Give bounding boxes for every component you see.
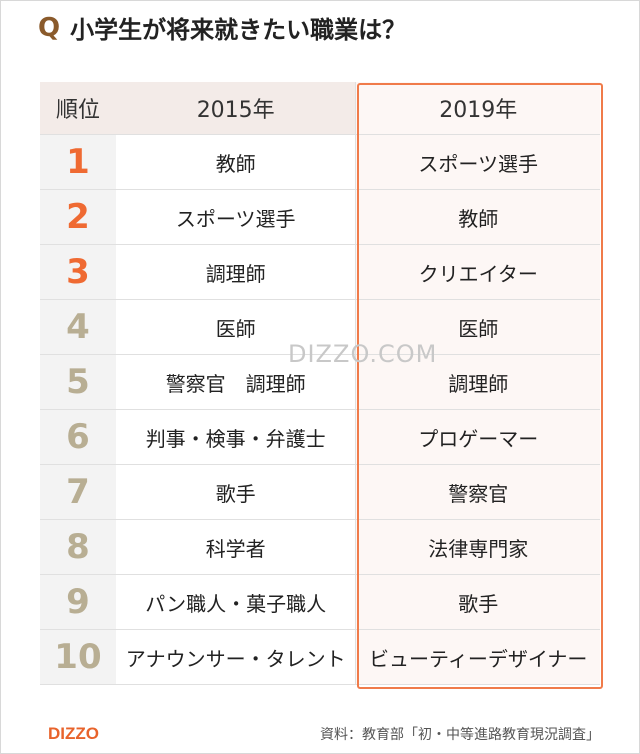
header-rank: 順位	[40, 82, 116, 135]
rank-cell: 10	[40, 629, 116, 685]
rank-cell: 3	[40, 244, 116, 300]
header-2015: 2015年	[115, 82, 357, 135]
table-row: 3 調理師 クリエイター	[40, 244, 600, 300]
question-mark-label: Q	[38, 12, 61, 43]
job-2015-cell: パン職人・菓子職人	[115, 574, 357, 630]
table-row: 7 歌手 警察官	[40, 464, 600, 520]
source-note: 資料：教育部「初・中等進路教育現況調査」	[320, 727, 600, 743]
job-2015-cell: 医師	[115, 299, 357, 355]
rank-cell: 6	[40, 409, 116, 465]
table-row: 10 アナウンサー・タレント ビューティーデザイナー	[40, 629, 600, 685]
rank-cell: 5	[40, 354, 116, 410]
job-2015-cell: 教師	[115, 134, 357, 190]
table-row: 2 スポーツ選手 教師	[40, 189, 600, 245]
job-2019-cell: 歌手	[355, 574, 600, 630]
title-text: 小学生が将来就きたい職業は？	[70, 16, 407, 44]
job-2019-cell: 法律専門家	[355, 519, 600, 575]
table-row: 8 科学者 法律専門家	[40, 519, 600, 575]
rank-cell: 2	[40, 189, 116, 245]
job-2015-cell: アナウンサー・タレント	[115, 629, 357, 685]
rank-cell: 1	[40, 134, 116, 190]
job-2015-cell: 調理師	[115, 244, 357, 300]
job-2015-cell: 警察官 調理師	[115, 354, 357, 410]
rank-cell: 9	[40, 574, 116, 630]
job-2019-cell: 教師	[355, 189, 600, 245]
table-row: 9 パン職人・菓子職人 歌手	[40, 574, 600, 630]
brand-logo: DIZZO	[48, 724, 99, 743]
job-2019-cell: 警察官	[355, 464, 600, 520]
job-2019-cell: クリエイター	[355, 244, 600, 300]
page-title: Q 小学生が将来就きたい職業は？	[38, 10, 406, 45]
table-row: 6 判事・検事・弁護士 プロゲーマー	[40, 409, 600, 465]
job-2015-cell: スポーツ選手	[115, 189, 357, 245]
rank-cell: 8	[40, 519, 116, 575]
watermark: DIZZO.COM	[288, 340, 438, 368]
table-row: 1 教師 スポーツ選手	[40, 134, 600, 190]
job-2015-cell: 科学者	[115, 519, 357, 575]
table-header-row: 順位 2015年 2019年	[40, 82, 600, 135]
job-2019-cell: 調理師	[355, 354, 600, 410]
job-2015-cell: 判事・検事・弁護士	[115, 409, 357, 465]
ranking-table: 順位 2015年 2019年 1 教師 スポーツ選手 2 スポーツ選手 教師 3 調理師 クリエ…	[40, 82, 600, 685]
table-row: 5 警察官 調理師 調理師	[40, 354, 600, 410]
job-2019-cell: スポーツ選手	[355, 134, 600, 190]
rank-cell: 4	[40, 299, 116, 355]
job-2019-cell: ビューティーデザイナー	[355, 629, 600, 685]
job-2015-cell: 歌手	[115, 464, 357, 520]
job-2019-cell: プロゲーマー	[355, 409, 600, 465]
job-2019-cell: 医師	[355, 299, 600, 355]
table-row: 4 医師 医師	[40, 299, 600, 355]
header-2019: 2019年	[355, 82, 600, 135]
rank-cell: 7	[40, 464, 116, 520]
